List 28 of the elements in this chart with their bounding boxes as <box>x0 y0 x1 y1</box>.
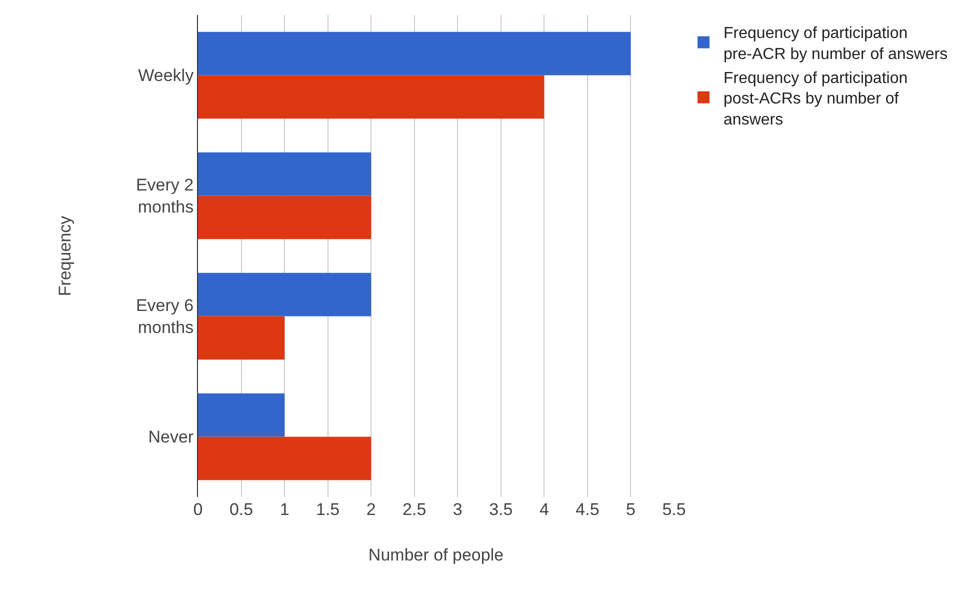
y-axis-title: Frequency <box>56 215 75 296</box>
x-tick-label: 5 <box>626 500 636 519</box>
y-tick-label: Every 6 months <box>136 296 194 338</box>
x-tick-label: 3 <box>452 500 462 519</box>
x-tick-label: 2 <box>366 500 376 519</box>
bar <box>198 316 285 360</box>
x-tick-label: 0.5 <box>229 500 254 519</box>
y-tick-label: Never <box>148 428 194 447</box>
x-tick-label: 1 <box>280 500 290 519</box>
x-axis-title: Number of people <box>368 545 504 564</box>
legend-label: Frequency of participation post-ACRs by number of answers <box>724 70 908 128</box>
bar <box>198 75 544 119</box>
x-tick-label: 4.5 <box>576 500 600 519</box>
y-tick-label: Weekly <box>138 66 194 86</box>
x-tick-label: 5.5 <box>662 500 686 519</box>
y-tick-label: Every 2 months <box>136 176 194 217</box>
bar <box>198 436 372 480</box>
legend-label: Frequency of participation pre-ACR by number of answers <box>724 25 948 63</box>
x-tick-label: 4 <box>539 500 549 519</box>
bar <box>198 196 372 240</box>
x-tick-label: 0 <box>193 500 203 519</box>
bar <box>198 32 631 76</box>
bar <box>198 152 372 196</box>
x-tick-label: 2.5 <box>402 500 426 519</box>
x-tick-label: 3.5 <box>489 500 513 519</box>
bar <box>198 272 372 316</box>
bar <box>198 393 285 437</box>
x-tick-label: 1.5 <box>316 500 340 519</box>
